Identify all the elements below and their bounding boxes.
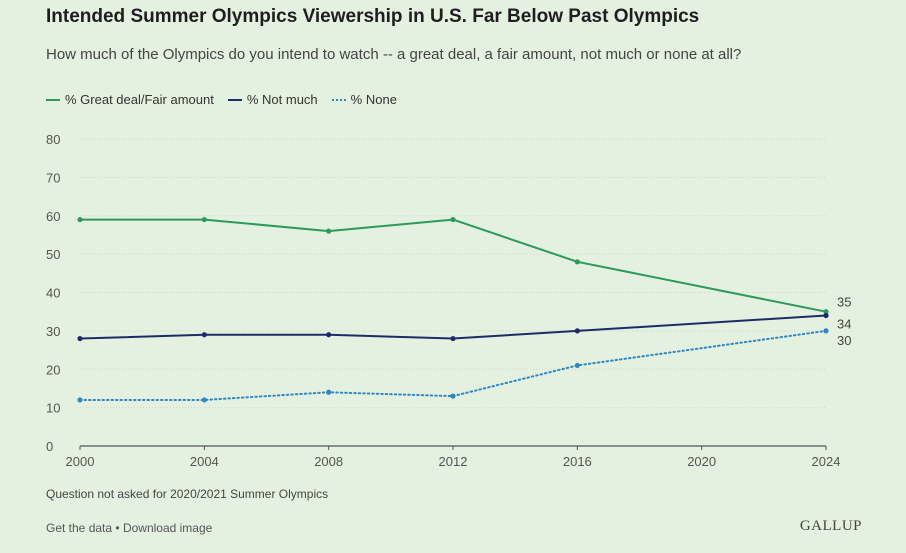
legend-item-none[interactable]: % None xyxy=(331,92,397,107)
y-tick-label: 50 xyxy=(46,247,60,262)
data-point xyxy=(574,328,580,334)
get-data-link[interactable]: Get the data xyxy=(46,521,113,535)
chart-subtitle: How much of the Olympics do you intend t… xyxy=(46,46,742,63)
data-point xyxy=(823,309,829,315)
legend-item-not-much[interactable]: % Not much xyxy=(227,92,318,107)
data-point xyxy=(574,362,580,369)
legend-label-great: % Great deal/Fair amount xyxy=(65,92,214,107)
series-line xyxy=(80,218,827,313)
data-point xyxy=(201,397,207,403)
data-point xyxy=(326,228,332,234)
legend-swatch-navy xyxy=(227,98,242,101)
end-value-label: 30 xyxy=(837,333,851,348)
legend-label-none: % None xyxy=(350,92,397,107)
legend-swatch-green xyxy=(46,98,60,101)
y-tick-label: 20 xyxy=(46,362,60,377)
download-image-link[interactable]: Download image xyxy=(122,521,213,535)
y-tick-label: 70 xyxy=(46,170,60,185)
series-line xyxy=(79,314,827,340)
x-tick-label: 2024 xyxy=(812,454,841,469)
data-point xyxy=(450,335,456,342)
y-tick-label: 0 xyxy=(46,439,53,454)
x-tick-label: 2008 xyxy=(314,454,343,469)
data-point xyxy=(201,332,207,338)
gallup-logo: GALLUP xyxy=(799,518,862,534)
data-point xyxy=(450,393,456,399)
legend-label-not-much: % Not much xyxy=(246,92,318,107)
data-point xyxy=(77,216,83,223)
footer-separator: • xyxy=(115,521,120,535)
data-point xyxy=(823,328,829,334)
x-tick-label: 2004 xyxy=(190,454,219,469)
footer-links: Get the data • Download image xyxy=(46,521,212,535)
legend-swatch-dotted xyxy=(331,98,346,101)
x-tick-label: 2000 xyxy=(66,454,95,469)
data-point xyxy=(574,259,580,265)
chart-title: Intended Summer Olympics Viewership in U… xyxy=(46,6,700,27)
end-value-label: 35 xyxy=(837,295,851,310)
x-tick-label: 2012 xyxy=(439,454,468,469)
data-point xyxy=(450,216,456,223)
legend: % Great deal/Fair amount % Not much % No… xyxy=(46,92,397,107)
legend-item-great[interactable]: % Great deal/Fair amount xyxy=(46,92,214,107)
y-tick-label: 60 xyxy=(46,209,60,224)
data-point xyxy=(77,335,83,342)
data-point xyxy=(201,216,207,223)
end-value-label: 34 xyxy=(837,317,851,332)
data-point xyxy=(326,389,332,395)
x-tick-label: 2016 xyxy=(563,454,592,469)
x-tick-label: 2020 xyxy=(687,454,716,469)
y-tick-label: 80 xyxy=(46,132,60,147)
data-point xyxy=(823,312,829,319)
y-tick-label: 10 xyxy=(46,401,60,416)
footnote: Question not asked for 2020/2021 Summer … xyxy=(46,487,329,501)
data-point xyxy=(77,397,83,403)
y-tick-label: 40 xyxy=(46,286,60,301)
y-tick-label: 30 xyxy=(46,324,60,339)
data-point xyxy=(326,332,332,338)
series-line xyxy=(79,329,827,401)
